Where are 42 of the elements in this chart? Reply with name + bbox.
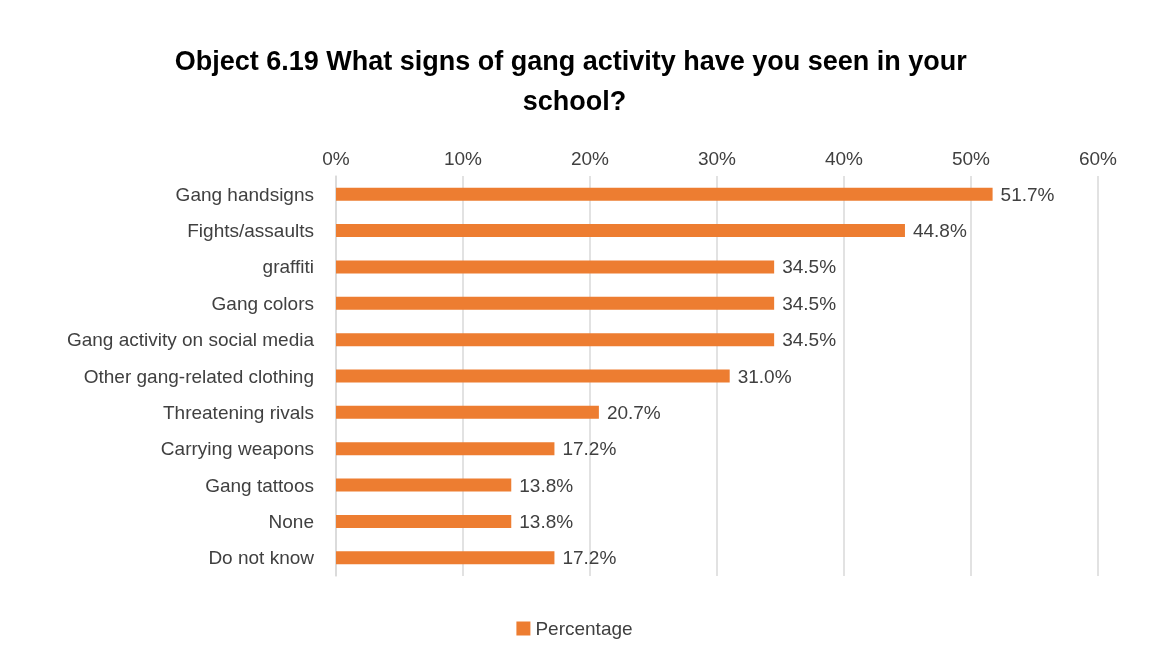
y-tick-label: Gang tattoos: [205, 474, 314, 496]
bar: [336, 260, 775, 274]
bar: [336, 333, 775, 347]
x-tick-label: 50%: [951, 148, 991, 169]
data-label: 34.5%: [782, 329, 837, 351]
data-label: 20.7%: [606, 401, 661, 423]
y-tick-label: Do not know: [208, 547, 315, 569]
bar: [336, 551, 555, 565]
bar: [336, 296, 775, 310]
data-label: 34.5%: [782, 292, 837, 314]
data-label: 17.2%: [562, 547, 617, 569]
y-tick-label: Threatening rivals: [162, 401, 314, 423]
bar: [336, 442, 555, 456]
x-tick-label: 10%: [443, 148, 483, 169]
bar: [336, 224, 905, 238]
data-label: 13.8%: [519, 474, 574, 496]
y-tick-label: Fights/assaults: [187, 220, 314, 242]
chart-title: Object 6.19 What signs of gang activity have you seen in your school?: [174, 46, 975, 116]
bar: [336, 187, 993, 201]
y-tick-label: None: [268, 510, 314, 532]
y-tick-label: Gang colors: [211, 292, 314, 314]
bar: [336, 405, 599, 419]
x-tick-label: 30%: [697, 148, 737, 169]
x-tick-label: 60%: [1078, 148, 1118, 169]
data-label: 44.8%: [912, 220, 967, 242]
data-label: 34.5%: [782, 256, 837, 278]
data-label: 51.7%: [1000, 183, 1055, 205]
legend-label: Percentage: [535, 618, 633, 639]
bar: [336, 478, 512, 492]
data-label: 17.2%: [562, 438, 617, 460]
y-tick-label: Carrying weapons: [160, 438, 314, 460]
bar: [336, 369, 730, 383]
y-tick-label: Other gang-related clothing: [83, 365, 314, 387]
data-label: 31.0%: [737, 365, 792, 387]
y-tick-label: graffiti: [262, 256, 314, 278]
data-label: 13.8%: [519, 510, 574, 532]
y-tick-label: Gang handsigns: [175, 183, 314, 205]
y-tick-label: Gang activity on social media: [66, 329, 315, 351]
x-tick-label: 0%: [322, 148, 350, 169]
x-tick-label: 40%: [824, 148, 864, 169]
bar: [336, 514, 512, 528]
x-tick-label: 20%: [570, 148, 610, 169]
